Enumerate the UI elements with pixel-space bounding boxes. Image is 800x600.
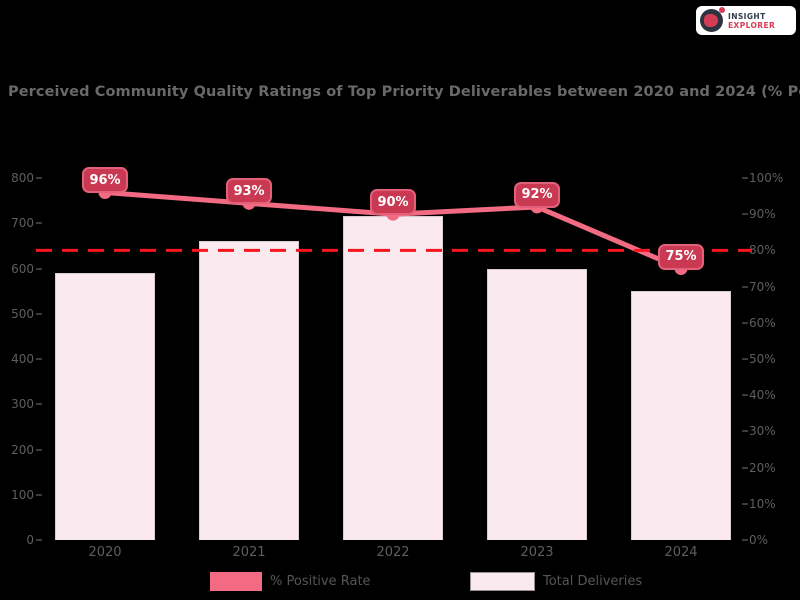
data-label-2022: 90% bbox=[370, 189, 416, 216]
right-tick-mark bbox=[742, 394, 748, 397]
right-tick-mark bbox=[742, 358, 748, 360]
legend: % Positive Rate Total Deliveries bbox=[0, 568, 800, 596]
left-tick-mark bbox=[36, 177, 42, 179]
left-tick-200: 200 bbox=[11, 442, 34, 457]
legend-swatch-bar-series bbox=[470, 572, 535, 591]
right-tick-60pct: 60% bbox=[749, 315, 776, 330]
right-tick-0pct: 0% bbox=[749, 533, 769, 547]
right-tick-100pct: 100% bbox=[749, 171, 784, 185]
left-tick-mark bbox=[36, 403, 42, 406]
x-label-2020: 2020 bbox=[88, 545, 122, 560]
left-tick-400: 400 bbox=[11, 352, 34, 366]
right-tick-mark bbox=[742, 539, 748, 541]
right-tick-mark bbox=[742, 177, 748, 179]
brand-logo-icon bbox=[700, 7, 725, 32]
logo-dot-icon bbox=[719, 7, 725, 13]
brand-logo: INSIGHT EXPLORER bbox=[696, 6, 796, 35]
x-label-2024: 2024 bbox=[664, 545, 698, 560]
right-tick-mark bbox=[742, 430, 748, 433]
x-label-2021: 2021 bbox=[232, 545, 266, 560]
legend-label-bar-series: Total Deliveries bbox=[543, 574, 643, 589]
legend-label-line-series: % Positive Rate bbox=[270, 574, 371, 589]
left-tick-100: 100 bbox=[11, 487, 34, 502]
logo-globe-icon bbox=[704, 14, 718, 27]
bar-2020 bbox=[55, 273, 155, 540]
right-tick-80pct: 80% bbox=[749, 243, 776, 258]
left-tick-mark bbox=[36, 448, 42, 451]
right-tick-mark bbox=[742, 321, 748, 324]
left-tick-300: 300 bbox=[11, 397, 34, 412]
left-tick-600: 600 bbox=[11, 261, 34, 276]
left-tick-800: 800 bbox=[11, 171, 34, 185]
right-tick-90pct: 90% bbox=[749, 207, 776, 222]
brand-logo-text: INSIGHT EXPLORER bbox=[728, 12, 775, 30]
right-tick-20pct: 20% bbox=[749, 460, 776, 475]
right-tick-40pct: 40% bbox=[749, 388, 776, 403]
right-tick-70pct: 70% bbox=[749, 279, 776, 294]
left-tick-700: 700 bbox=[11, 216, 34, 231]
right-tick-50pct: 50% bbox=[749, 352, 776, 366]
data-label-2021: 93% bbox=[226, 178, 272, 205]
right-tick-mark bbox=[742, 285, 748, 288]
x-label-2022: 2022 bbox=[376, 545, 410, 560]
right-tick-mark bbox=[742, 502, 748, 505]
left-tick-0: 0 bbox=[26, 533, 34, 547]
bar-2022 bbox=[343, 216, 443, 540]
left-tick-mark bbox=[36, 267, 42, 270]
right-tick-mark bbox=[742, 466, 748, 469]
bar-2024 bbox=[631, 291, 731, 540]
left-tick-mark bbox=[36, 493, 42, 496]
data-label-2024: 75% bbox=[658, 243, 704, 270]
right-tick-mark bbox=[742, 213, 748, 216]
bar-2021 bbox=[199, 241, 299, 540]
brand-logo-line2: EXPLORER bbox=[728, 20, 776, 30]
left-tick-500: 500 bbox=[11, 306, 34, 321]
left-tick-mark bbox=[36, 539, 42, 541]
left-tick-mark bbox=[36, 358, 42, 360]
data-label-2020: 96% bbox=[82, 167, 128, 194]
left-tick-mark bbox=[36, 312, 42, 315]
chart-title: Perceived Community Quality Ratings of T… bbox=[8, 84, 800, 100]
bar-2023 bbox=[487, 268, 587, 540]
x-label-2023: 2023 bbox=[520, 545, 554, 560]
legend-swatch-line-series bbox=[210, 572, 262, 591]
brand-logo-line1: INSIGHT bbox=[728, 11, 766, 21]
data-label-2023: 92% bbox=[514, 181, 560, 208]
left-tick-mark bbox=[36, 222, 42, 225]
right-tick-30pct: 30% bbox=[749, 424, 776, 439]
right-tick-10pct: 10% bbox=[749, 496, 776, 511]
